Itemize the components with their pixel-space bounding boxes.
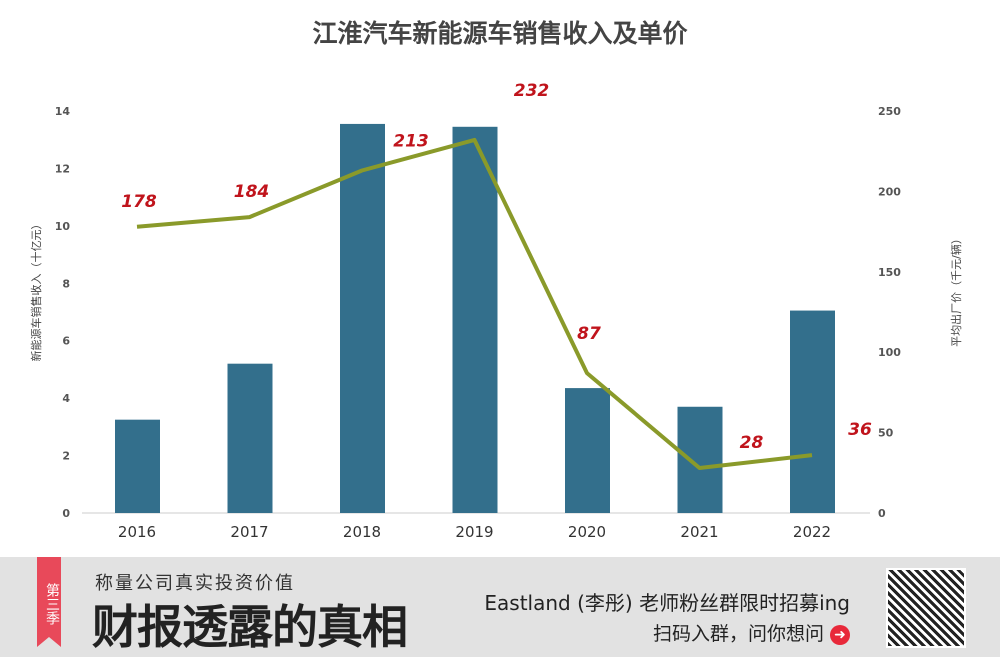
y-tick-label: 12	[55, 162, 70, 175]
y-tick-label: 0	[62, 507, 70, 520]
chart: 0 2 4 6 8 10 12 14 0 50 100 150 200 250 新能源车销售收入（十亿元） 平…	[29, 81, 963, 541]
season-ribbon: 第三季	[37, 557, 61, 647]
y2-tick-label: 200	[878, 185, 901, 198]
headline: 财报透露的真相	[92, 600, 408, 654]
scan-text: 扫码入群，问你想问	[652, 623, 824, 645]
scan-link[interactable]: 扫码入群，问你想问 ➜	[653, 619, 850, 646]
price-line	[136, 137, 813, 470]
bar	[227, 363, 273, 513]
y2-tick-label: 50	[878, 427, 894, 440]
x-tick-label: 2021	[680, 523, 718, 541]
x-tick-label: 2016	[118, 523, 156, 541]
y2-tick-label: 150	[878, 266, 901, 279]
promo-text: Eastland (李彤) 老师粉丝群限时招募ing	[484, 591, 850, 615]
y-tick-label: 2	[62, 450, 70, 463]
x-tick-label: 2022	[793, 523, 831, 541]
bar	[340, 123, 385, 514]
x-tick-label: 2017	[230, 523, 268, 541]
data-label: 28	[740, 433, 764, 453]
tagline: 称量公司真实投资价值	[95, 573, 295, 594]
x-tick-label: 2020	[568, 523, 606, 541]
x-tick-label: 2019	[455, 523, 493, 541]
y2-tick-label: 250	[878, 105, 901, 118]
data-label: 36	[848, 420, 872, 440]
data-label: 184	[234, 182, 270, 202]
y2-tick-label: 100	[878, 346, 901, 359]
bar	[677, 406, 723, 513]
y-tick-label: 4	[62, 392, 70, 405]
chart-title: 江淮汽车新能源车销售收入及单价	[312, 19, 688, 48]
bar	[115, 419, 160, 513]
promo-banner: 第三季 称量公司真实投资价值 财报透露的真相 Eastland (李彤) 老师粉…	[0, 557, 1000, 657]
bar	[565, 388, 610, 513]
data-label: 213	[393, 131, 429, 151]
arrow-right-circle-icon: ➜	[830, 624, 850, 645]
bar	[452, 126, 498, 514]
y-axis-label: 新能源车销售收入（十亿元）	[29, 219, 43, 362]
y-tick-label: 8	[62, 277, 70, 290]
data-label: 178	[121, 192, 157, 212]
y2-axis-label: 平均出厂价（千元/辆）	[949, 233, 963, 347]
x-tick-label: 2018	[343, 523, 381, 541]
y-tick-label: 10	[55, 220, 71, 233]
data-label: 232	[514, 81, 550, 101]
y-tick-label: 14	[55, 105, 71, 118]
qr-code[interactable]	[886, 568, 966, 648]
data-label: 87	[577, 324, 601, 344]
y2-tick-label: 0	[878, 507, 886, 520]
y-tick-label: 6	[62, 335, 70, 348]
bar	[790, 310, 835, 513]
